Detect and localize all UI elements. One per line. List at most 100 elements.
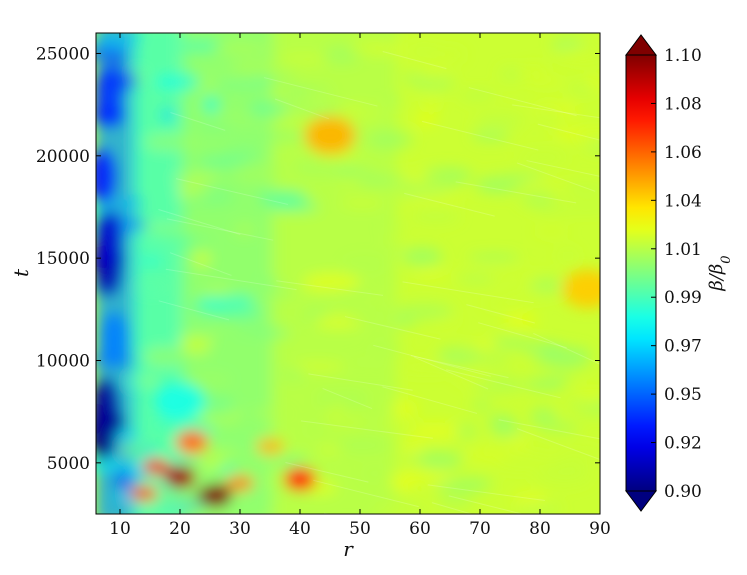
field-patch [216,440,253,448]
field-streak [537,123,600,141]
colorbar-extend-max [625,34,657,56]
field-patch [379,136,408,145]
field-patch [512,492,548,504]
field-patch [304,420,329,439]
field-patch [386,95,403,106]
field-patch [548,378,566,389]
field-patch [229,130,273,145]
heatmap-plot-area [95,32,601,515]
field-streak [276,280,384,296]
field-patch [452,476,495,491]
field-patch [292,158,341,177]
field-patch [530,407,557,427]
colorbar-extend-min [625,490,657,512]
field-streak [285,462,369,483]
field-patch [495,454,553,471]
field-patch [504,290,551,301]
colorbar-tick-label: 0.99 [664,288,702,308]
field-patch [471,130,510,141]
field-patch [264,130,306,142]
field-streak [512,104,600,119]
field-patch [516,504,563,512]
field-patch [159,106,177,124]
field-patch [120,441,150,458]
field-streak [382,386,478,414]
field-patch [473,354,507,366]
field-patch [202,95,221,115]
field-patch [456,422,478,440]
field-streak [455,181,577,204]
field-patch [526,189,556,209]
field-streak [382,51,447,70]
field-patch [96,41,135,54]
field-patch [569,85,597,93]
colorbar-tick-label: 1.10 [664,46,702,66]
field-patch [143,224,192,235]
field-patch [474,113,524,128]
field-streak [300,420,433,439]
field-patch [562,182,600,197]
x-axis: 10 20 30 40 50 60 70 80 90 [109,33,611,539]
field-patch [362,467,388,480]
field-patch [336,180,360,191]
field-patch [236,326,271,334]
field-patch [396,359,457,376]
field-patch [260,278,280,290]
field-streak [410,355,509,379]
field-feature [304,116,356,155]
field-patch [186,189,236,206]
field-patch [109,197,145,210]
field-patch [389,474,417,491]
field-patch [384,237,404,257]
field-patch [437,346,484,365]
field-feature [286,471,314,488]
field-patch [400,503,428,514]
field-patch [269,202,320,212]
x-tick-label: 90 [589,519,611,539]
field-streak [402,281,534,304]
field-patch [414,272,451,279]
field-patch [280,54,330,65]
field-streak [158,300,230,321]
field-patch [458,275,495,283]
field-patch [195,74,214,92]
field-patch [474,445,492,460]
y-tick-label: 25000 [36,44,90,64]
field-patch [557,249,579,263]
field-patch [326,409,343,416]
field-feature [226,475,254,492]
colorbar-tick-label: 0.97 [664,337,702,357]
field-feature [100,312,128,369]
field-patch [96,33,144,42]
field-patch [390,399,419,419]
colorbar-label: β/β0 [706,255,734,291]
field-patch [248,100,290,118]
field-patch [188,373,232,386]
field-patch [355,177,413,185]
field-patch [535,108,561,117]
field-streak [516,428,600,460]
field-patch [289,361,346,372]
field-streak [468,87,577,117]
field-patch [143,282,161,297]
colorbar: 0.90 0.92 0.95 0.97 0.99 1.01 1.04 1.06 1.08 1.10… [625,34,734,512]
colorbar-tick-label: 1.04 [664,191,702,211]
field-patch [180,333,218,340]
field-patch [197,294,256,308]
field-streak [404,192,495,217]
field-streak [446,369,561,399]
field-streak [344,316,441,340]
field-band [132,33,186,514]
field-patch [403,168,429,180]
colorbar-tick-label: 0.95 [664,385,702,405]
x-tick-label: 40 [289,519,311,539]
field-streak [448,495,524,514]
field-patch [534,467,591,486]
field-patch [252,408,294,418]
field-patch [339,196,386,210]
field-patch [132,377,159,385]
y-tick-label: 20000 [36,147,90,167]
field-patch [271,454,309,469]
x-tick-label: 60 [409,519,431,539]
